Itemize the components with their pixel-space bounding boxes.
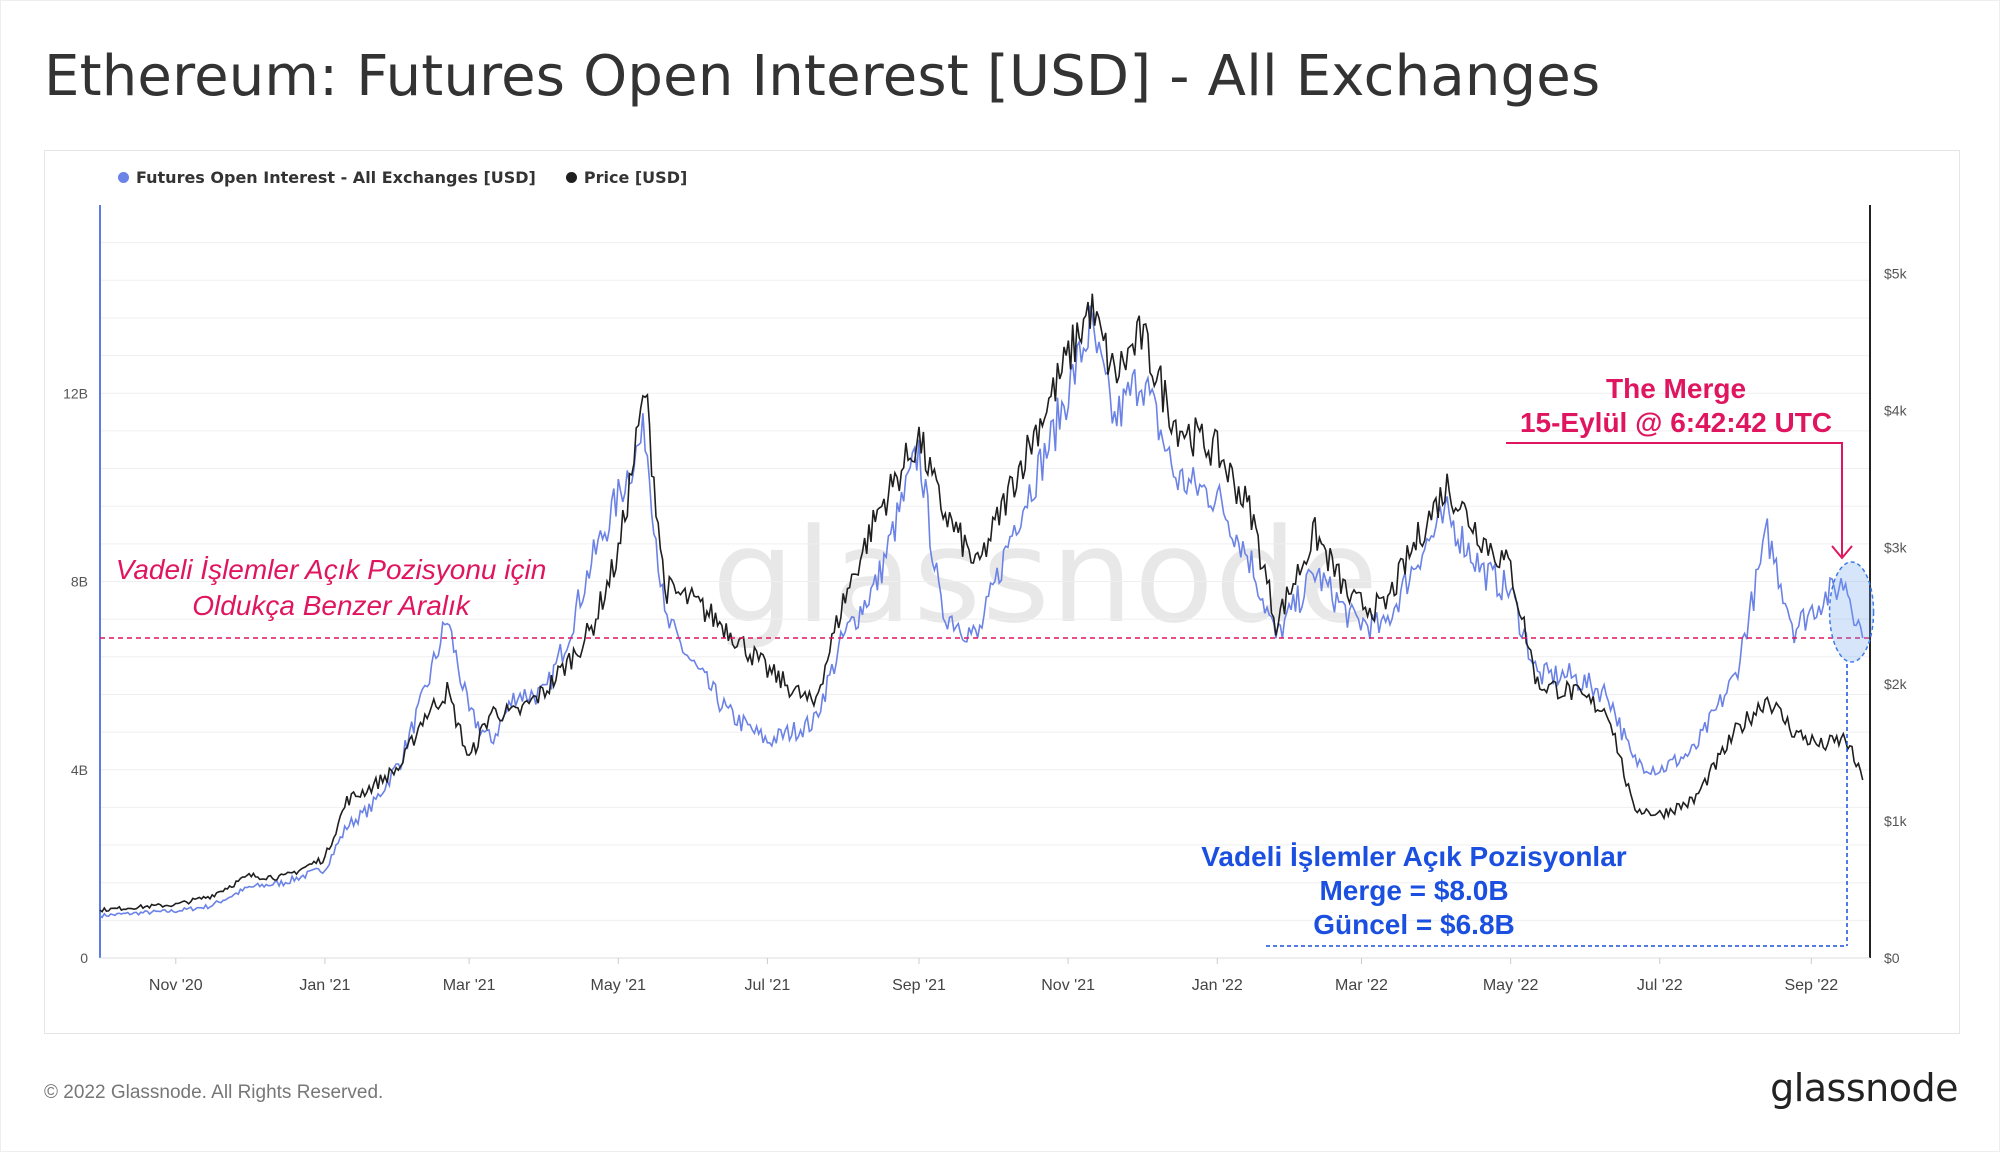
x-tick-label: May '22: [1483, 977, 1539, 994]
legend-dot-open-interest: [118, 172, 129, 183]
annotation-oi-line3: Güncel = $6.8B: [1313, 909, 1515, 940]
y-right-tick-label: $5k: [1884, 265, 1908, 281]
y-right-tick-label: $1k: [1884, 813, 1908, 829]
legend-label-price: Price [USD]: [583, 168, 688, 187]
legend-dot-price: [565, 172, 577, 183]
legend-item-open-interest[interactable]: Futures Open Interest - All Exchanges [U…: [118, 168, 536, 187]
legend-item-price[interactable]: Price [USD]: [565, 168, 688, 187]
merge-arrow-head: [1831, 545, 1853, 560]
series-line-open-interest: [99, 305, 1864, 919]
y-right-tick-label: $4k: [1884, 402, 1908, 418]
annotation-merge-line1: The Merge: [1605, 373, 1747, 404]
annotation-oi-line2: Merge = $8.0B: [1319, 875, 1509, 906]
x-tick-label: Mar '21: [443, 977, 496, 994]
annotation-open-interest: Vadeli İşlemler Açık Pozisyonlar Merge =…: [1184, 840, 1644, 942]
x-tick-label: Sep '22: [1784, 977, 1838, 994]
x-tick-label: Nov '21: [1041, 977, 1095, 994]
y-right-tick-label: $3k: [1884, 539, 1908, 555]
footer-logo: glassnode: [1770, 1066, 1958, 1110]
series-line-price: [99, 293, 1864, 913]
annotation-oi-line1: Vadeli İşlemler Açık Pozisyonlar: [1201, 841, 1627, 872]
y-left-tick-label: 4B: [71, 762, 88, 778]
merge-highlight: [1828, 561, 1875, 663]
annotation-merge-line2: 15-Eylül @ 6:42:42 UTC: [1519, 407, 1833, 438]
x-tick-label: Nov '20: [149, 977, 203, 994]
y-left-tick-label: 12B: [63, 385, 88, 401]
annotation-range-line2: Oldukça Benzer Aralık: [192, 590, 470, 621]
x-tick-label: Jul '22: [1637, 977, 1683, 994]
x-tick-label: Jan '22: [1192, 977, 1243, 994]
x-tick-label: Jan '21: [299, 977, 350, 994]
y-right-tick-label: $0: [1884, 950, 1900, 966]
x-tick-label: May '21: [591, 977, 647, 994]
page-title: Ethereum: Futures Open Interest [USD] - …: [44, 44, 1601, 109]
footer-copyright: © 2022 Glassnode. All Rights Reserved.: [44, 1082, 384, 1103]
legend-label-open-interest: Futures Open Interest - All Exchanges [U…: [136, 168, 536, 187]
x-tick-label: Jul '21: [745, 977, 791, 994]
y-left-tick-label: 0: [80, 950, 88, 966]
annotation-range-line1: Vadeli İşlemler Açık Pozisyonu için: [115, 554, 547, 585]
x-tick-label: Sep '21: [892, 977, 946, 994]
chart-panel: [44, 150, 1960, 1034]
merge-arrow-line: [1506, 442, 1843, 556]
annotation-range: Vadeli İşlemler Açık Pozisyonu için Oldu…: [100, 552, 562, 624]
chart-legend: Futures Open Interest - All Exchanges [U…: [118, 168, 687, 187]
annotation-merge: The Merge 15-Eylül @ 6:42:42 UTC: [1496, 372, 1856, 440]
y-left-tick-label: 8B: [71, 574, 88, 590]
watermark: glassnode: [712, 500, 1380, 652]
y-right-tick-label: $2k: [1884, 676, 1908, 692]
x-tick-label: Mar '22: [1335, 977, 1388, 994]
